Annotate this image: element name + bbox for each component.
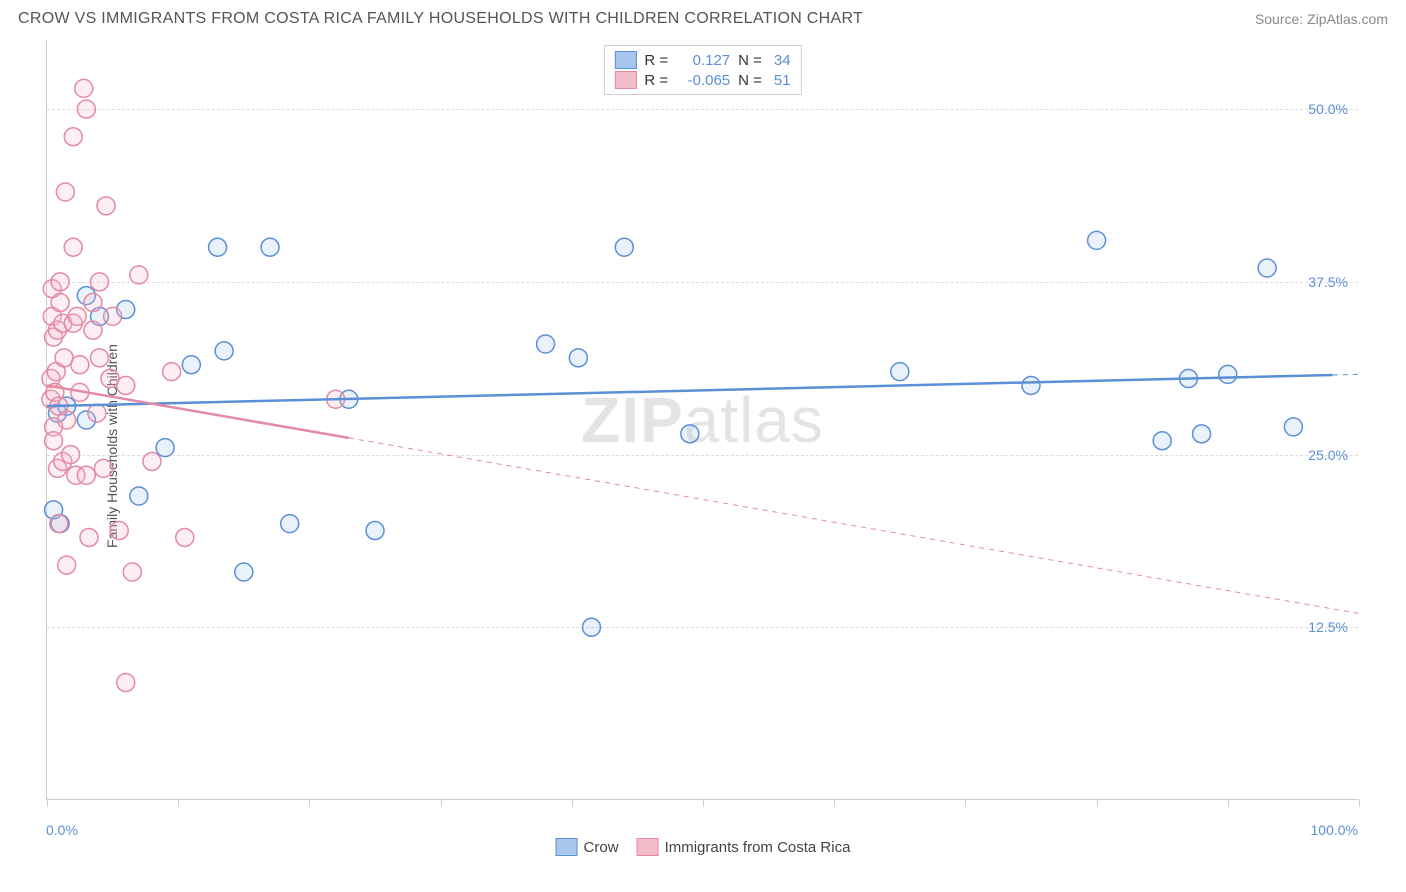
- corr-row-costarica: R = -0.065 N = 51: [614, 70, 790, 90]
- swatch-costarica: [637, 838, 659, 856]
- chart-area: ZIPatlas 12.5%25.0%37.5%50.0% R = 0.127 …: [46, 40, 1358, 800]
- n-value-crow: 34: [774, 52, 791, 69]
- x-axis-min: 0.0%: [46, 822, 78, 838]
- legend-label-costarica: Immigrants from Costa Rica: [665, 839, 851, 856]
- bottom-legend: Crow Immigrants from Costa Rica: [556, 838, 851, 856]
- swatch-crow: [556, 838, 578, 856]
- r-value-crow: 0.127: [678, 52, 730, 69]
- r-label: R =: [644, 52, 668, 69]
- scatter-plot: [47, 40, 1358, 799]
- n-label: N =: [738, 52, 762, 69]
- chart-title: CROW VS IMMIGRANTS FROM COSTA RICA FAMIL…: [18, 10, 863, 28]
- swatch-crow: [614, 51, 636, 69]
- source-label: Source: ZipAtlas.com: [1255, 11, 1388, 27]
- header: CROW VS IMMIGRANTS FROM COSTA RICA FAMIL…: [0, 0, 1406, 34]
- r-value-costarica: -0.065: [678, 72, 730, 89]
- n-value-costarica: 51: [774, 72, 791, 89]
- r-label: R =: [644, 72, 668, 89]
- legend-item-crow: Crow: [556, 838, 619, 856]
- x-axis-max: 100.0%: [1311, 822, 1358, 838]
- n-label: N =: [738, 72, 762, 89]
- legend-item-costarica: Immigrants from Costa Rica: [637, 838, 851, 856]
- swatch-costarica: [614, 71, 636, 89]
- corr-row-crow: R = 0.127 N = 34: [614, 50, 790, 70]
- correlation-legend: R = 0.127 N = 34 R = -0.065 N = 51: [603, 45, 801, 95]
- legend-label-crow: Crow: [584, 839, 619, 856]
